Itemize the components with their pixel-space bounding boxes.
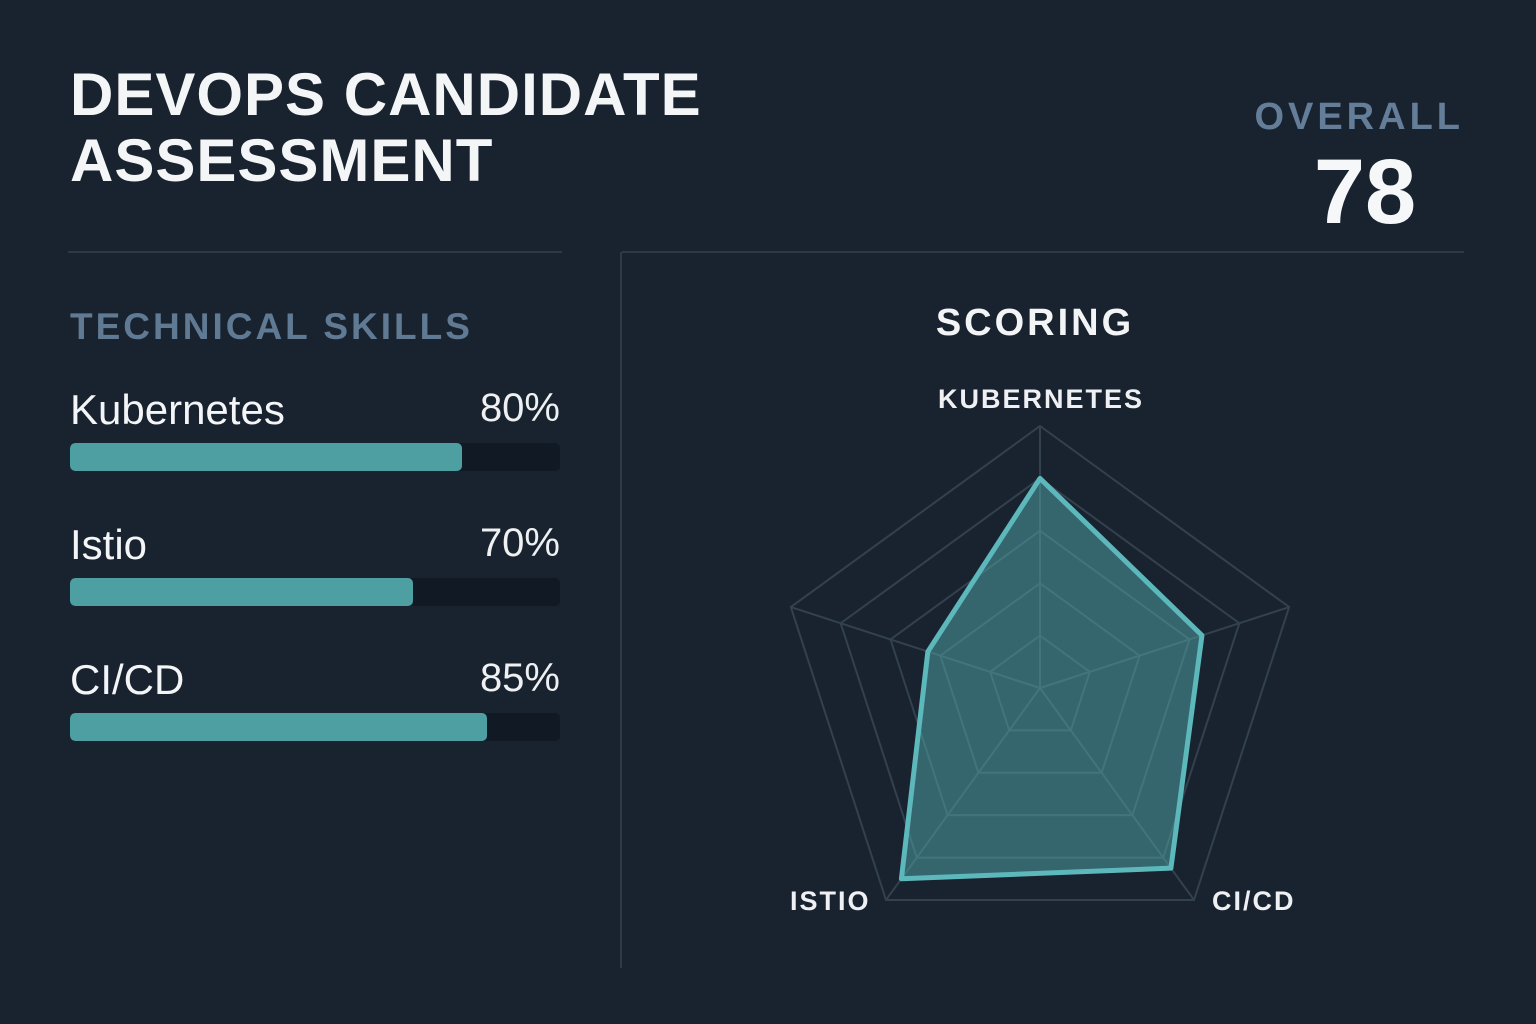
axis-label-istio: ISTIO <box>790 886 871 916</box>
radar-data-area <box>898 475 1205 882</box>
divider-left <box>68 251 562 253</box>
skill-progress-track <box>70 443 560 471</box>
scoring-title: SCORING <box>935 302 1135 344</box>
overall-score: 78 <box>1313 141 1417 243</box>
skill-progress-fill <box>70 578 413 606</box>
page-title-line1: DEVOPS CANDIDATE <box>70 61 702 128</box>
skill-progress-fill <box>70 713 487 741</box>
skill-progress-track <box>70 713 560 741</box>
divider-vertical <box>620 252 622 968</box>
axis-label-cicd: CI/CD <box>1212 886 1296 916</box>
axis-label-kubernetes: KUBERNETES <box>938 384 1145 414</box>
skill-name: Kubernetes <box>70 386 285 433</box>
divider-right <box>622 251 1464 253</box>
skills-section-title: TECHNICAL SKILLS <box>70 306 473 347</box>
radar-grid-ring <box>789 424 1291 901</box>
page-title-line2: ASSESSMENT <box>70 127 494 194</box>
skill-percent: 80% <box>479 386 560 430</box>
page-title: DEVOPS CANDIDATE ASSESSMENT <box>70 62 702 194</box>
skill-percent: 85% <box>479 656 560 700</box>
skill-progress-fill <box>70 443 462 471</box>
skill-percent: 70% <box>479 521 560 565</box>
skill-name: Istio <box>70 521 148 568</box>
skill-name: CI/CD <box>70 656 185 703</box>
skill-progress-track <box>70 578 560 606</box>
overall-label: OVERALL <box>1254 96 1464 138</box>
